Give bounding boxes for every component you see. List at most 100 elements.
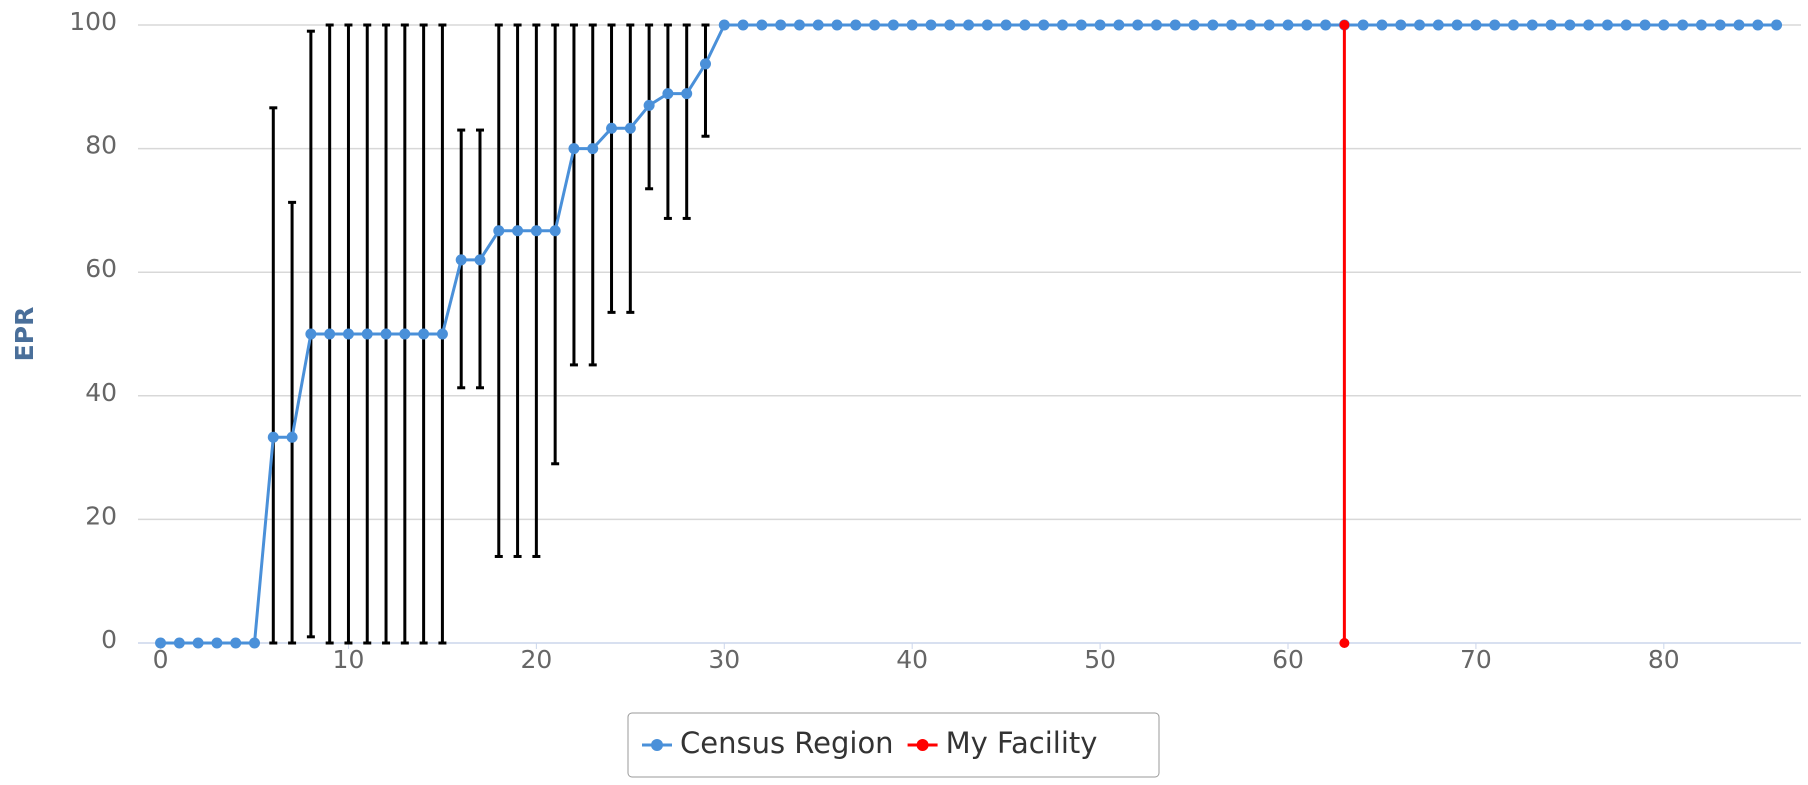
error-bar — [288, 200, 297, 645]
x-tick-label: 40 — [896, 645, 928, 674]
point — [963, 19, 975, 31]
point — [436, 328, 448, 340]
point — [230, 637, 242, 649]
point — [1113, 19, 1125, 31]
point — [455, 254, 467, 266]
point — [1714, 19, 1726, 31]
point — [1019, 19, 1031, 31]
point — [267, 431, 279, 443]
point — [249, 637, 261, 649]
point — [1470, 19, 1482, 31]
point — [1395, 19, 1407, 31]
error-bar — [513, 23, 522, 558]
point — [944, 19, 956, 31]
error-bar — [701, 23, 710, 138]
point — [399, 328, 411, 340]
point — [286, 431, 298, 443]
error-bar — [682, 23, 691, 220]
point — [1432, 19, 1444, 31]
point — [1207, 19, 1219, 31]
x-tick-label: 80 — [1648, 645, 1680, 674]
point — [474, 254, 486, 266]
point — [568, 143, 580, 155]
error-bar — [494, 23, 503, 558]
point — [1601, 19, 1613, 31]
point — [211, 637, 223, 649]
y-tick-label: 40 — [85, 378, 117, 407]
point — [192, 637, 204, 649]
x-tick-label: 20 — [520, 645, 552, 674]
error-bar — [588, 23, 597, 367]
y-tick-label: 100 — [69, 7, 117, 36]
point — [380, 328, 392, 340]
point — [305, 328, 317, 340]
point — [925, 19, 937, 31]
point — [1695, 19, 1707, 31]
point — [1320, 19, 1332, 31]
point — [737, 19, 749, 31]
point — [1169, 19, 1181, 31]
point — [981, 19, 993, 31]
point — [850, 19, 862, 31]
point — [643, 99, 655, 111]
legend-marker — [651, 739, 663, 751]
error-bar — [663, 23, 672, 220]
legend-item[interactable]: Census Region — [642, 726, 894, 760]
point — [1094, 19, 1106, 31]
point — [1244, 19, 1256, 31]
x-tick-label: 70 — [1460, 645, 1492, 674]
point — [606, 122, 618, 134]
point — [173, 637, 185, 649]
point — [1564, 19, 1576, 31]
point — [1526, 19, 1538, 31]
point — [587, 143, 599, 155]
legend-marker — [916, 739, 929, 751]
point — [1075, 19, 1087, 31]
point — [1188, 19, 1200, 31]
point — [812, 19, 824, 31]
point — [1677, 19, 1689, 31]
x-tick-label: 10 — [333, 645, 365, 674]
point — [1038, 19, 1050, 31]
point — [775, 19, 787, 31]
point — [1620, 19, 1632, 31]
point — [1771, 19, 1783, 31]
point — [869, 19, 881, 31]
point — [1339, 638, 1350, 648]
legend-label: Census Region — [680, 726, 894, 760]
error-bar — [532, 23, 541, 558]
error-bar — [269, 106, 278, 645]
point — [1057, 19, 1069, 31]
point — [662, 88, 674, 100]
point — [1301, 19, 1313, 31]
point — [718, 19, 730, 31]
point — [831, 19, 843, 31]
y-tick-label: 60 — [85, 254, 117, 283]
point — [1150, 19, 1162, 31]
point — [699, 58, 711, 70]
point — [1000, 19, 1012, 31]
point — [324, 328, 336, 340]
point — [756, 19, 768, 31]
point — [1263, 19, 1275, 31]
error-bar — [569, 23, 578, 367]
point — [493, 225, 505, 237]
x-tick-label: 0 — [153, 645, 169, 674]
point — [342, 328, 354, 340]
legend-box — [627, 712, 1160, 778]
error-bar — [626, 23, 635, 314]
point — [512, 225, 524, 237]
legend-item[interactable]: My Facility — [907, 726, 1098, 760]
point — [1226, 19, 1238, 31]
point — [1339, 20, 1350, 30]
point — [1414, 19, 1426, 31]
legend-label: My Facility — [946, 726, 1098, 760]
point — [793, 19, 805, 31]
point — [1132, 19, 1144, 31]
x-tick-label: 50 — [1084, 645, 1116, 674]
point — [681, 88, 693, 100]
point — [155, 637, 167, 649]
error-bar — [607, 23, 616, 314]
x-tick-label: 30 — [708, 645, 740, 674]
